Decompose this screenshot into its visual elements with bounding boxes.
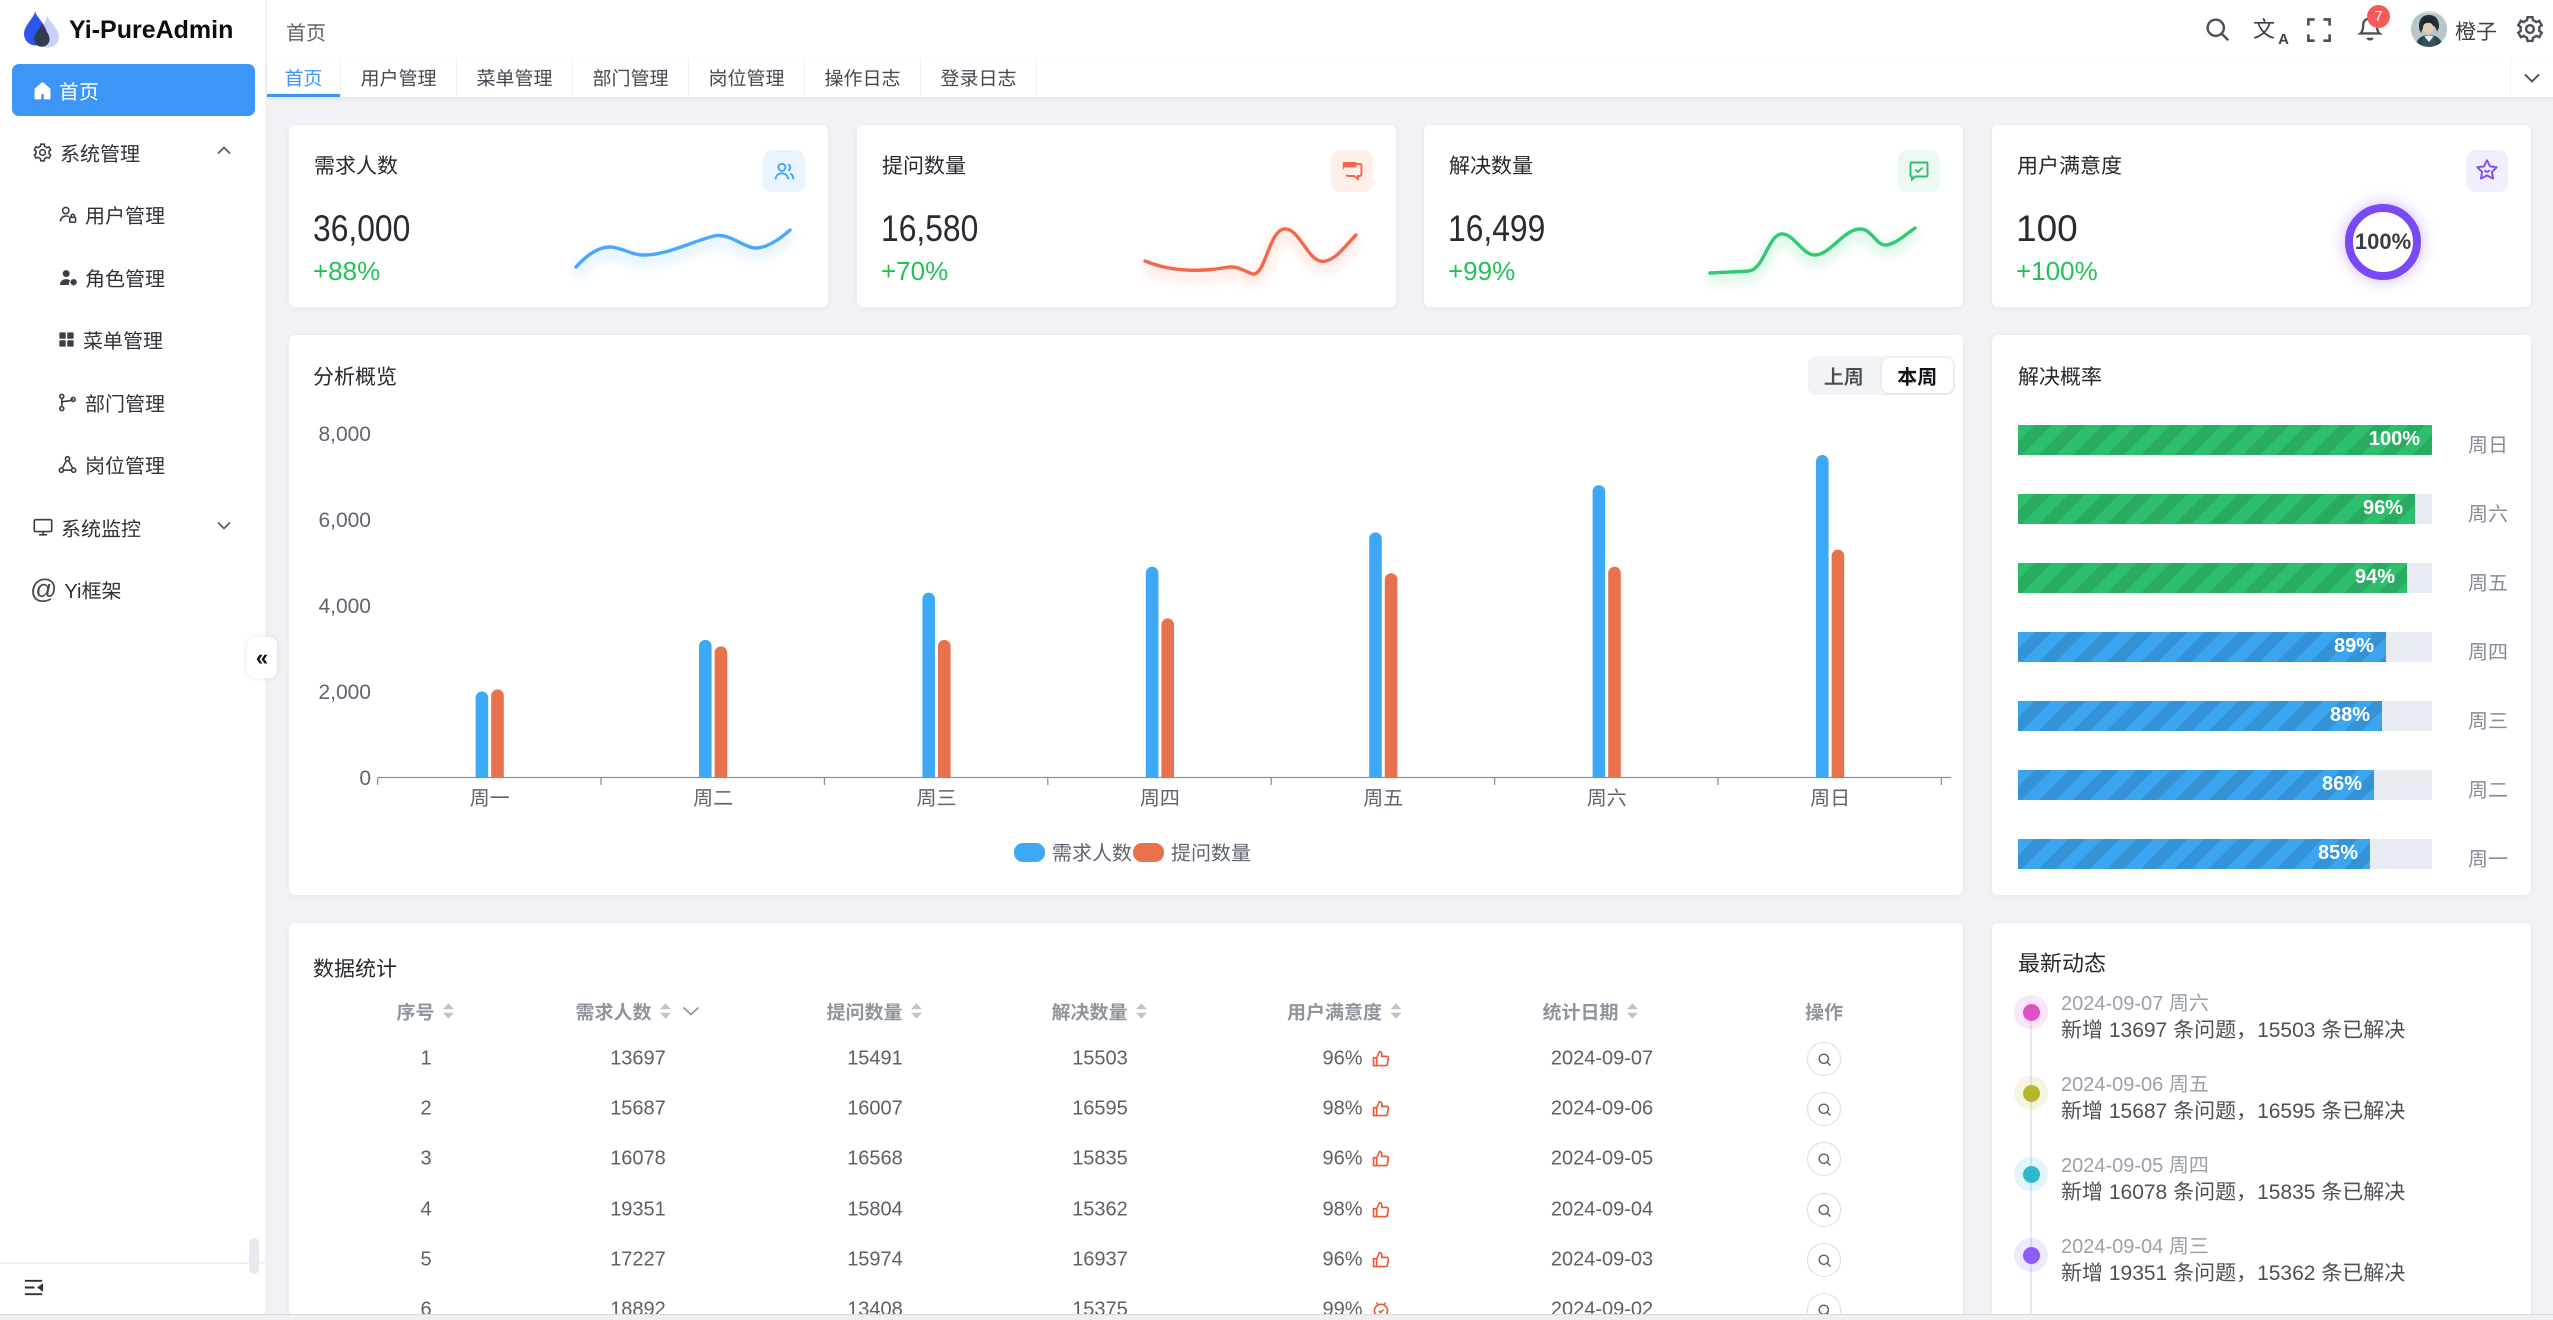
svg-text:需求人数: 需求人数 [1052,843,1132,865]
svg-text:6,000: 6,000 [318,509,371,532]
svg-text:周五: 周五 [1363,788,1403,810]
svg-text:周六: 周六 [1587,788,1627,810]
svg-text:周日: 周日 [1810,788,1850,810]
svg-text:4,000: 4,000 [318,595,371,618]
svg-text:周四: 周四 [1140,788,1180,810]
svg-text:2,000: 2,000 [318,681,371,704]
svg-text:周二: 周二 [693,788,733,810]
svg-text:提问数量: 提问数量 [1171,843,1251,865]
svg-text:周三: 周三 [917,788,957,810]
svg-text:0: 0 [359,767,371,790]
svg-text:8,000: 8,000 [318,423,371,446]
svg-text:周一: 周一 [470,788,510,810]
